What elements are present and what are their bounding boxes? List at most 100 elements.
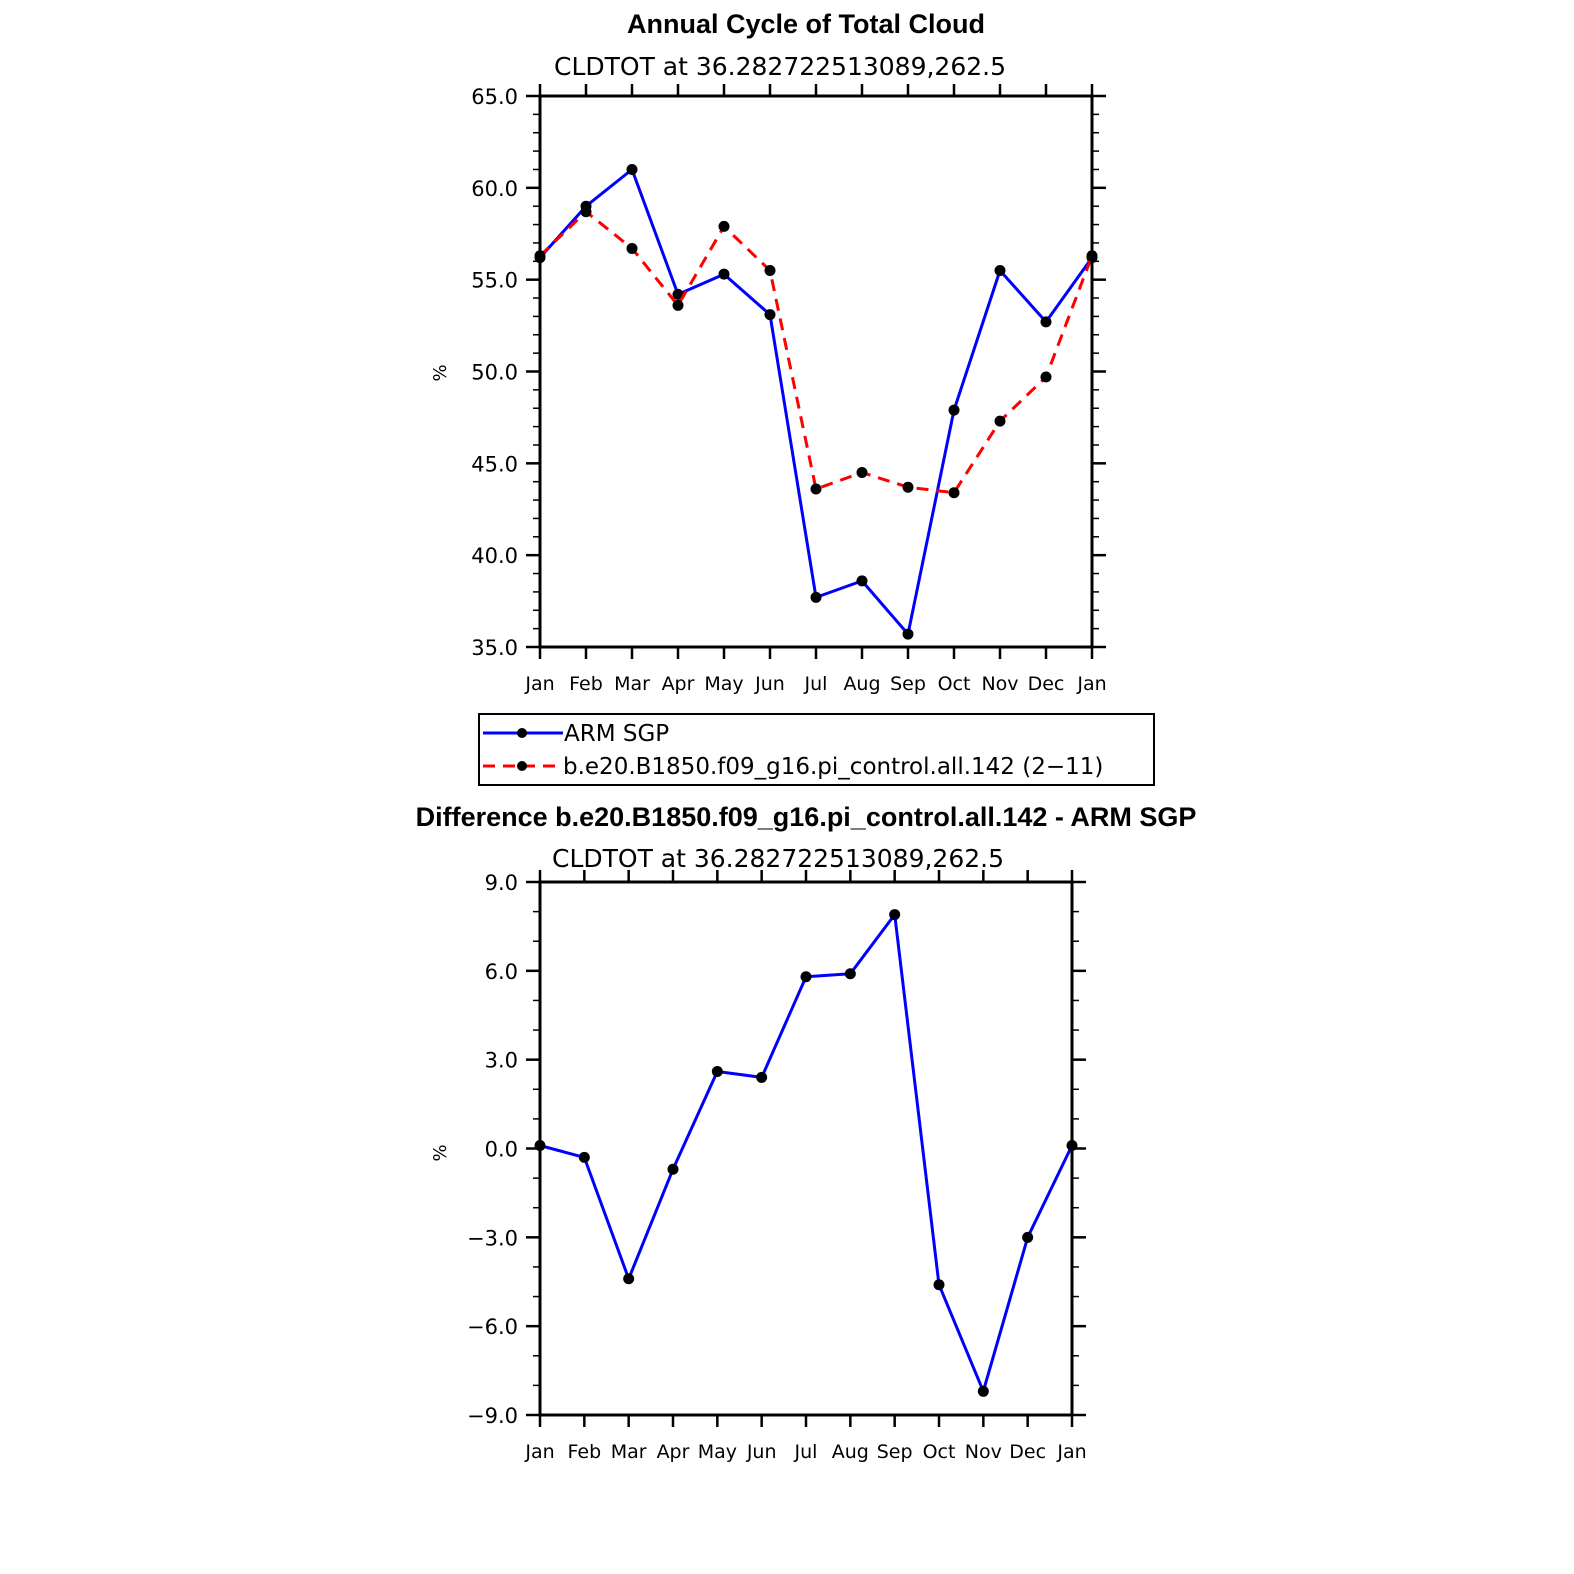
data-point-arm-sgp-may <box>718 268 730 280</box>
data-point-model-jun <box>764 264 776 276</box>
x-tick-label-aug: Aug <box>832 1441 869 1463</box>
data-point-model-mar <box>626 242 638 254</box>
data-point-difference-oct <box>933 1279 945 1291</box>
legend-label-model: b.e20.B1850.f09_g16.pi_control.all.142 (… <box>563 754 1103 780</box>
data-point-difference-feb <box>578 1151 590 1163</box>
y-tick-label: −6.0 <box>467 1315 518 1339</box>
data-point-arm-sgp-nov <box>994 264 1006 276</box>
x-tick-label-mar: Mar <box>614 673 650 695</box>
difference-y-axis-tick-labels: −9.0 −6.0 −3.0 0.0 3.0 6.0 9.0 <box>467 871 518 1428</box>
data-point-arm-sgp-sep <box>902 628 914 640</box>
y-tick-label: −9.0 <box>467 1404 518 1428</box>
data-point-model-nov <box>994 415 1006 427</box>
data-point-arm-sgp-mar <box>626 163 638 175</box>
legend: ARM SGP b.e20.B1850.f09_g16.pi_control.a… <box>478 713 1155 786</box>
x-tick-label-may: May <box>704 673 743 695</box>
x-tick-label-jun: Jun <box>746 1441 777 1463</box>
y-tick-label: 9.0 <box>485 871 518 895</box>
x-tick-label-dec: Dec <box>1028 673 1065 695</box>
data-point-difference-jun <box>756 1071 768 1083</box>
data-point-difference-dec <box>1022 1231 1034 1243</box>
difference-plot-series <box>534 909 1078 1397</box>
x-tick-label-dec: Dec <box>1009 1441 1046 1463</box>
data-point-arm-sgp-jul <box>810 591 822 603</box>
x-tick-label-apr: Apr <box>657 1441 690 1463</box>
x-axis-tick-labels: Jan Feb Mar Apr May Jun Jul Aug Sep Oct Nov Dec Jan <box>524 673 1106 695</box>
x-tick-label-feb: Feb <box>568 1441 602 1463</box>
y-tick-label: 65.0 <box>471 85 518 109</box>
x-tick-label-oct: Oct <box>938 673 971 695</box>
y-tick-label: 60.0 <box>471 177 518 201</box>
x-tick-label-jun: Jun <box>754 673 785 695</box>
x-tick-label-apr: Apr <box>662 673 695 695</box>
y-tick-label: 50.0 <box>471 361 518 385</box>
data-point-model-apr <box>672 299 684 311</box>
chart-subtitle: CLDTOT at 36.282722513089,262.5 <box>554 52 1006 81</box>
x-tick-label-jul: Jul <box>794 1441 818 1463</box>
x-tick-label-sep: Sep <box>877 1441 913 1463</box>
difference-tick-marks <box>526 870 1086 1427</box>
legend-marker-model <box>517 761 527 771</box>
tick-marks <box>526 84 1106 659</box>
x-tick-label-jan: Jan <box>1056 1441 1086 1463</box>
data-point-arm-sgp-oct <box>948 404 960 416</box>
data-point-difference-nov <box>977 1385 989 1397</box>
data-point-arm-sgp-dec <box>1040 316 1052 328</box>
x-tick-label-may: May <box>698 1441 737 1463</box>
y-axis-tick-labels: 35.0 40.0 45.0 50.0 55.0 60.0 65.0 <box>471 85 518 660</box>
data-point-arm-sgp-jun <box>764 309 776 321</box>
data-point-model-dec <box>1040 371 1052 383</box>
series-model <box>534 206 1098 499</box>
x-tick-label-oct: Oct <box>923 1441 956 1463</box>
legend-marker-arm-sgp <box>517 728 527 738</box>
difference-plot-frame <box>538 880 1074 1417</box>
legend-label-arm-sgp: ARM SGP <box>564 721 669 747</box>
x-tick-label-jan: Jan <box>524 1441 554 1463</box>
data-point-difference-apr <box>667 1163 679 1175</box>
series-difference <box>534 909 1078 1397</box>
data-point-model-jul <box>810 483 822 495</box>
y-tick-label: 6.0 <box>485 960 518 984</box>
chart-title: Annual Cycle of Total Cloud <box>627 9 985 39</box>
difference-x-axis-tick-labels: Jan Feb Mar Apr May Jun Jul Aug Sep Oct Nov Dec Jan <box>524 1441 1086 1463</box>
difference-chart: Difference b.e20.B1850.f09_g16.pi_contro… <box>416 802 1197 1463</box>
annual-cycle-chart: Annual Cycle of Total Cloud CLDTOT at 36… <box>430 9 1155 786</box>
x-tick-label-jan: Jan <box>524 673 554 695</box>
data-point-model-oct <box>948 487 960 499</box>
data-point-difference-jul <box>800 971 812 983</box>
legend-entry-model: b.e20.B1850.f09_g16.pi_control.all.142 (… <box>483 754 1103 780</box>
y-tick-label: 45.0 <box>471 452 518 476</box>
data-point-model-may <box>718 220 730 232</box>
difference-chart-subtitle: CLDTOT at 36.282722513089,262.5 <box>552 844 1004 873</box>
x-tick-label-jul: Jul <box>804 673 828 695</box>
y-tick-label: 3.0 <box>485 1049 518 1073</box>
data-point-model-aug <box>856 467 868 479</box>
y-tick-label: 0.0 <box>485 1138 518 1162</box>
data-point-arm-sgp-apr <box>672 288 684 300</box>
legend-entry-arm-sgp: ARM SGP <box>483 721 669 747</box>
x-tick-label-mar: Mar <box>611 1441 647 1463</box>
x-tick-label-jan: Jan <box>1076 673 1106 695</box>
series-line-model <box>538 210 1094 495</box>
data-point-model-sep <box>902 481 914 493</box>
y-tick-label: −3.0 <box>467 1226 518 1250</box>
plot-series <box>534 163 1098 640</box>
x-tick-label-aug: Aug <box>843 673 880 695</box>
series-line-difference <box>539 913 1074 1393</box>
plot-frame <box>538 94 1094 649</box>
difference-chart-title: Difference b.e20.B1850.f09_g16.pi_contro… <box>416 802 1197 832</box>
y-tick-label: 55.0 <box>471 269 518 293</box>
data-point-difference-mar <box>623 1273 635 1285</box>
difference-y-axis-unit-label: % <box>430 1144 451 1161</box>
y-tick-label: 35.0 <box>471 636 518 660</box>
data-point-difference-may <box>711 1066 723 1078</box>
data-point-difference-aug <box>844 968 856 980</box>
data-point-model-feb <box>580 206 592 218</box>
data-point-arm-sgp-aug <box>856 575 868 587</box>
y-axis-unit-label: % <box>430 364 451 381</box>
y-tick-label: 40.0 <box>471 544 518 568</box>
x-tick-label-feb: Feb <box>569 673 603 695</box>
series-arm-sgp <box>534 163 1098 640</box>
data-point-difference-sep <box>889 909 901 921</box>
